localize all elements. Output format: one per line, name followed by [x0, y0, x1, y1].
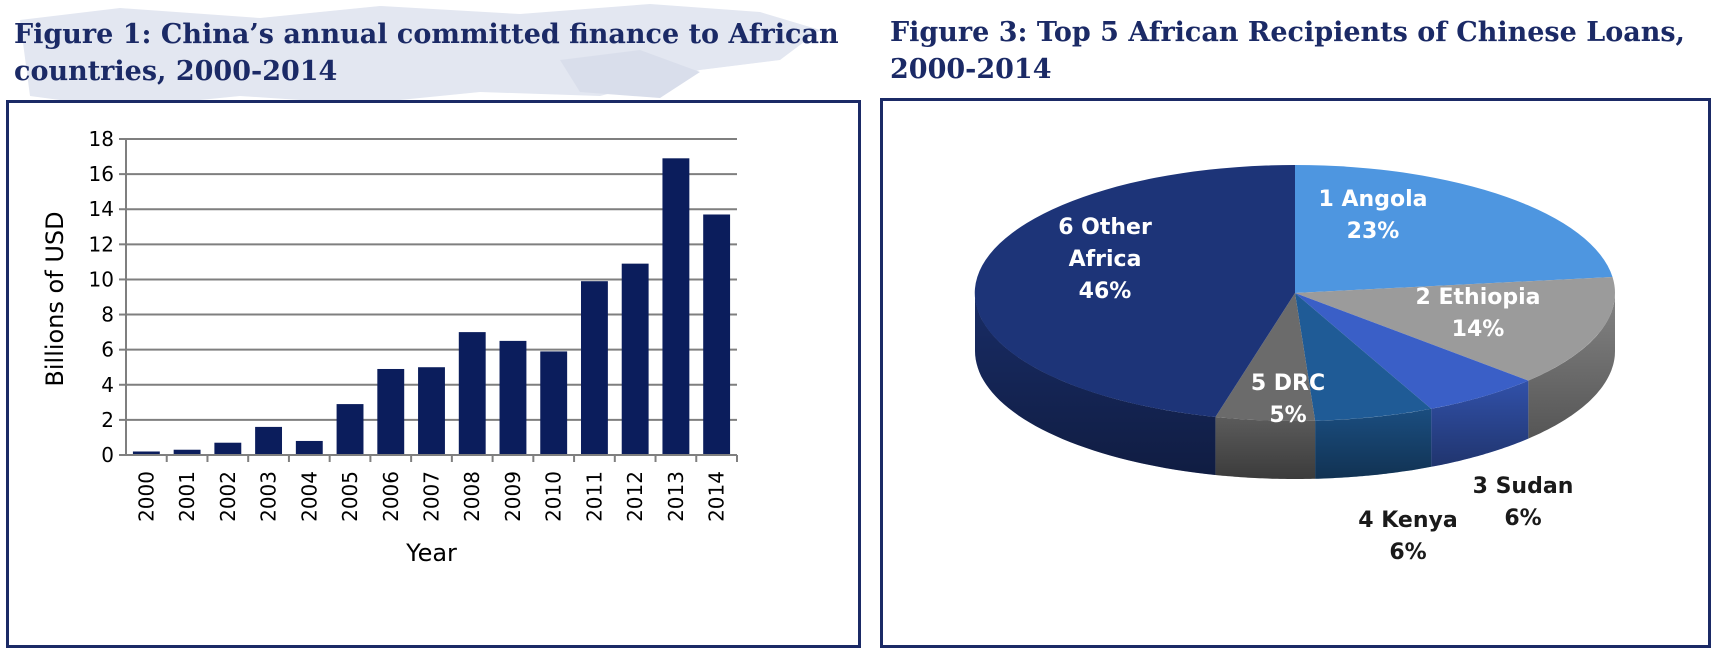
x-tick-label: 2008: [460, 471, 484, 522]
figure-1-frame: 0 2 4 6 8 10 12 14 16 18 2000 2001 2002 2003 2004 2005 2…: [6, 100, 861, 648]
pie-slice-name-label: 5 DRC: [1251, 371, 1325, 396]
x-tick-label: 2014: [705, 471, 729, 522]
pie-slice: [1295, 165, 1613, 293]
x-tick-label: 2012: [623, 471, 647, 522]
pie-slice-side-shade: [975, 293, 1216, 475]
x-tick-label: 2004: [297, 471, 321, 522]
pie-slice: [1295, 293, 1529, 409]
x-tick-label: 2013: [664, 471, 688, 522]
y-tick-label: 0: [101, 443, 114, 467]
pie-slice-name-label: 1 Angola: [1319, 187, 1428, 212]
bar: [336, 404, 364, 455]
pie-slice-name-label: Africa: [1069, 247, 1142, 272]
y-tick-label: 14: [89, 197, 114, 221]
y-axis-label: Billions of USD: [41, 211, 69, 386]
pie-chart: 1 Angola 23% 2 Ethiopia 14% 3 Sudan 6% 4 Kenya…: [974, 164, 1616, 565]
bar: [173, 449, 201, 455]
y-tick-label: 16: [89, 162, 114, 186]
pie-slice: [974, 164, 1295, 417]
pie-slice: [1295, 277, 1616, 381]
bar: [458, 332, 486, 455]
figure-3-title-line1: Figure 3: Top 5 African Recipients of Ch…: [890, 17, 1685, 48]
x-tick-label: 2006: [379, 471, 403, 522]
y-tick-label: 10: [89, 267, 114, 291]
x-tick-label: 2002: [216, 471, 240, 522]
figure-1-title-line2: countries, 2000-2014: [14, 56, 338, 87]
figure-1-title: Figure 1: China’s annual committed finan…: [14, 16, 864, 90]
pie-slice-name-label: 4 Kenya: [1358, 508, 1457, 533]
pie-slice-side-shade: [1431, 380, 1529, 467]
bar: [540, 351, 568, 455]
pie-slice-percent-label: 23%: [1347, 219, 1400, 244]
pie-slice-side-shade: [1215, 417, 1316, 479]
x-tick-label: 2003: [257, 471, 281, 522]
pie-slice-percent-label: 5%: [1269, 403, 1306, 428]
x-tick-label: 2011: [582, 471, 606, 522]
bar: [621, 263, 649, 455]
pie-slice-percent-label: 46%: [1079, 279, 1132, 304]
bar: [662, 158, 690, 456]
bar: [295, 440, 323, 455]
pie-slice-side-shade: [1528, 293, 1615, 439]
pie-slice-side-shade: [1315, 408, 1432, 479]
y-tick-label: 8: [101, 303, 114, 327]
y-tick-label: 2: [101, 408, 114, 432]
pie-slice-percent-label: 14%: [1452, 317, 1505, 342]
x-tick-label: 2007: [420, 471, 444, 522]
pie-slice-name-label: 3 Sudan: [1473, 474, 1574, 499]
bar-chart: 0 2 4 6 8 10 12 14 16 18 2000 2001 2002 2003 2004 2005 2…: [41, 127, 738, 567]
map-watermark-decoration: [20, 4, 820, 108]
pie-slice-percent-label: 6%: [1504, 506, 1541, 531]
figure-3-title: Figure 3: Top 5 African Recipients of Ch…: [890, 14, 1710, 88]
figure-3-frame: 1 Angola 23% 2 Ethiopia 14% 3 Sudan 6% 4 Kenya…: [880, 98, 1711, 648]
y-tick-label: 4: [101, 373, 114, 397]
bar: [214, 442, 242, 455]
bar: [703, 214, 731, 455]
pie-slice-name-label: 2 Ethiopia: [1416, 285, 1541, 310]
x-tick-label: 2000: [134, 471, 158, 522]
pie-slice: [1215, 293, 1316, 421]
y-tick-label: 12: [89, 232, 114, 256]
x-axis-label: Year: [405, 539, 457, 567]
pie-slice-percent-label: 6%: [1389, 540, 1426, 565]
figure-3-title-line2: 2000-2014: [890, 54, 1052, 85]
pie-slice-name-label: 6 Other: [1058, 215, 1152, 240]
y-tick-label: 6: [101, 338, 114, 362]
pie-slice: [1295, 293, 1432, 421]
x-tick-label: 2010: [542, 471, 566, 522]
bar: [580, 281, 608, 455]
figure-1-title-line1: Figure 1: China’s annual committed finan…: [14, 19, 839, 50]
bar: [132, 451, 160, 455]
bar: [418, 367, 445, 455]
bar: [499, 340, 527, 455]
bar: [255, 426, 283, 455]
bar: [377, 368, 405, 455]
x-tick-label: 2001: [175, 471, 199, 522]
y-tick-label: 18: [89, 127, 114, 151]
x-tick-label: 2009: [501, 471, 525, 522]
x-tick-label: 2005: [338, 471, 362, 522]
